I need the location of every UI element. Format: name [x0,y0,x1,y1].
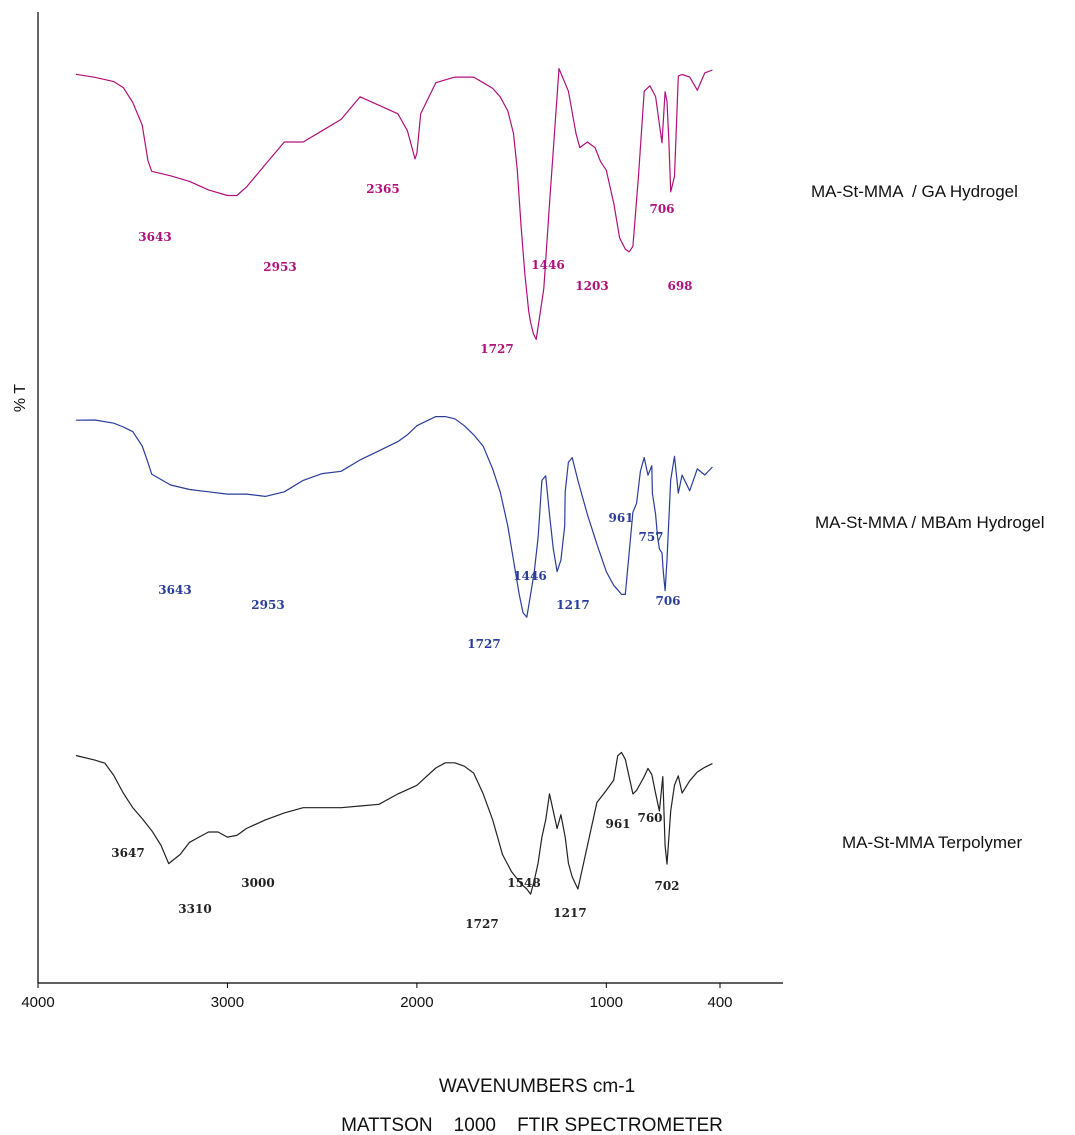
x-tick-label: 3000 [211,994,244,1011]
peak-label: 1446 [513,569,546,583]
x-axis-title: WAVENUMBERS cm-1 [439,1076,635,1097]
peak-label: 1727 [467,637,500,651]
x-tick-label: 400 [707,994,732,1011]
peak-label: 702 [654,879,679,893]
peak-label: 3310 [178,902,211,916]
peak-label: 1727 [465,917,498,931]
y-axis-title: % T [12,384,29,412]
peak-label: 1217 [553,906,586,920]
peak-label: 3643 [138,230,171,244]
peak-label: 760 [637,811,662,825]
series-line [75,751,713,895]
peak-label: 3647 [111,846,144,860]
peak-label: 1446 [531,258,564,272]
traces [75,68,713,895]
chart-subtitle: MATTSON 1000 FTIR SPECTROMETER [341,1115,723,1135]
peak-label: 3643 [158,583,191,597]
peak-label: 961 [608,511,633,525]
x-tick-label: 1000 [590,994,623,1011]
peak-label: 698 [667,279,692,293]
peak-label: 2365 [366,182,399,196]
series-line [75,416,713,618]
series-line [75,68,713,340]
peak-label: 961 [605,817,630,831]
peak-label: 2953 [251,598,284,612]
series-label: MA-St-MMA Terpolymer [842,833,1022,852]
peak-label: 2953 [263,260,296,274]
peak-label: 757 [638,530,663,544]
peak-label: 1727 [480,342,513,356]
x-ticks: 4000 3000 2000 1000 400 [21,983,733,1011]
peak-label: 706 [655,594,680,608]
series-label: MA-St-MMA / GA Hydrogel [811,182,1018,201]
series-label: MA-St-MMA / MBAm Hydrogel [815,513,1045,532]
x-tick-label: 2000 [400,994,433,1011]
peak-labels: 3643 2953 2365 1727 1446 1203 706 698 3643 2953 17… [111,182,692,931]
peak-label: 1203 [575,279,608,293]
series-labels: MA-St-MMA / GA Hydrogel MA-St-MMA / MBAm … [811,182,1045,852]
peak-label: 706 [649,202,674,216]
x-tick-label: 4000 [21,994,54,1011]
peak-label: 1548 [507,876,540,890]
peak-label: 3000 [241,876,274,890]
peak-label: 1217 [556,598,589,612]
